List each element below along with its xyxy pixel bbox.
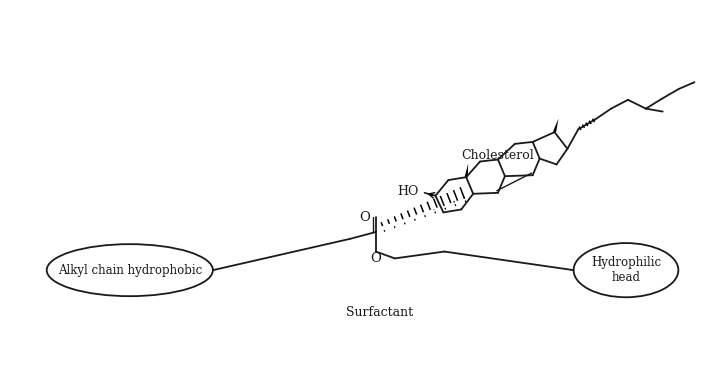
Text: Hydrophilic
head: Hydrophilic head bbox=[591, 256, 661, 284]
Text: Cholesterol: Cholesterol bbox=[462, 149, 534, 162]
Polygon shape bbox=[553, 118, 558, 132]
Text: O: O bbox=[371, 252, 381, 265]
Polygon shape bbox=[464, 163, 468, 177]
Text: Surfactant: Surfactant bbox=[347, 306, 414, 319]
Text: O: O bbox=[360, 211, 371, 224]
Text: HO: HO bbox=[397, 185, 419, 198]
Text: Alkyl chain hydrophobic: Alkyl chain hydrophobic bbox=[58, 264, 202, 277]
